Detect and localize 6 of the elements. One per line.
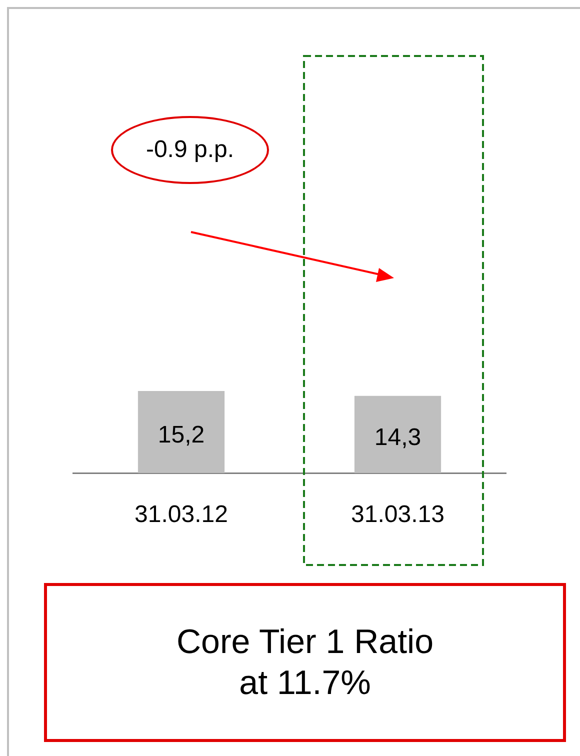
text: -0.9 p.p. bbox=[111, 116, 269, 184]
data-label: 15,2 bbox=[158, 422, 205, 449]
x-tick-label: 31.03.13 bbox=[351, 501, 444, 528]
data-label: 14,3 bbox=[374, 424, 422, 452]
text: Core Tier 1 Ratio at 11.7% bbox=[44, 583, 566, 742]
x-tick-label: 31.03.12 bbox=[134, 501, 228, 528]
